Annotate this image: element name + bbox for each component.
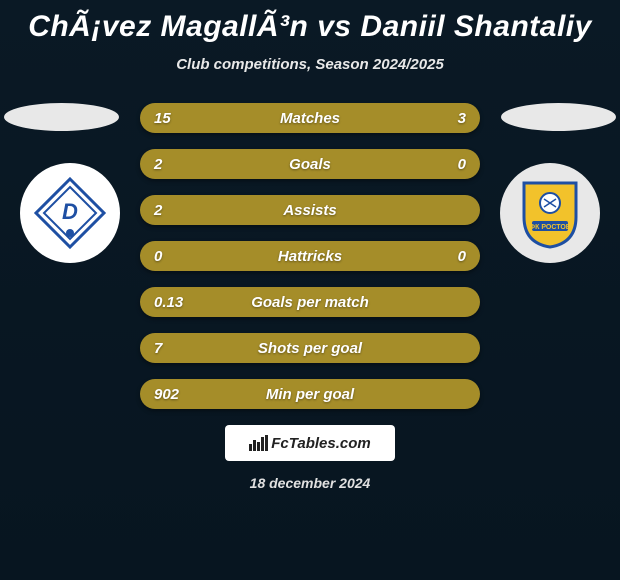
svg-text:ФК РОСТОВ: ФК РОСТОВ xyxy=(529,224,571,231)
svg-text:D: D xyxy=(62,199,78,224)
rostov-logo-icon: ФК РОСТОВ xyxy=(514,177,586,249)
page-title: ChÃ¡vez MagallÃ³n vs Daniil Shantaliy xyxy=(0,0,620,44)
stat-right-value: 0 xyxy=(444,248,480,265)
comparison-content: D ФК РОСТОВ 15 Matches 3 2 Goals 0 xyxy=(0,103,620,491)
stat-right-value: 3 xyxy=(444,110,480,127)
stat-row-hattricks: 0 Hattricks 0 xyxy=(140,241,480,271)
stat-row-goals-per-match: 0.13 Goals per match xyxy=(140,287,480,317)
season-subtitle: Club competitions, Season 2024/2025 xyxy=(0,56,620,73)
dinamo-logo-icon: D xyxy=(34,177,106,249)
stat-row-shots-per-goal: 7 Shots per goal xyxy=(140,333,480,363)
stat-left-value: 7 xyxy=(140,340,176,357)
stat-row-goals: 2 Goals 0 xyxy=(140,149,480,179)
stat-left-value: 0 xyxy=(140,248,176,265)
player-photo-left xyxy=(4,103,119,131)
stat-label: Goals xyxy=(140,156,480,173)
stat-row-matches: 15 Matches 3 xyxy=(140,103,480,133)
stat-right-value: 0 xyxy=(444,156,480,173)
brand-text: FcTables.com xyxy=(271,435,370,452)
stat-left-value: 2 xyxy=(140,156,176,173)
stat-left-value: 902 xyxy=(140,386,193,403)
stat-row-assists: 2 Assists xyxy=(140,195,480,225)
stat-label: Shots per goal xyxy=(140,340,480,357)
stat-left-value: 15 xyxy=(140,110,185,127)
player-photo-right xyxy=(501,103,616,131)
brand-tag[interactable]: FcTables.com xyxy=(225,425,395,461)
stat-label: Hattricks xyxy=(140,248,480,265)
stat-label: Matches xyxy=(140,110,480,127)
stat-row-min-per-goal: 902 Min per goal xyxy=(140,379,480,409)
club-badge-right: ФК РОСТОВ xyxy=(500,163,600,263)
stats-list: 15 Matches 3 2 Goals 0 2 Assists 0 Hattr… xyxy=(140,103,480,409)
comparison-date: 18 december 2024 xyxy=(0,475,620,491)
bars-icon xyxy=(249,435,267,451)
stat-left-value: 2 xyxy=(140,202,176,219)
stat-left-value: 0.13 xyxy=(140,294,197,311)
club-badge-left: D xyxy=(20,163,120,263)
stat-label: Assists xyxy=(140,202,480,219)
